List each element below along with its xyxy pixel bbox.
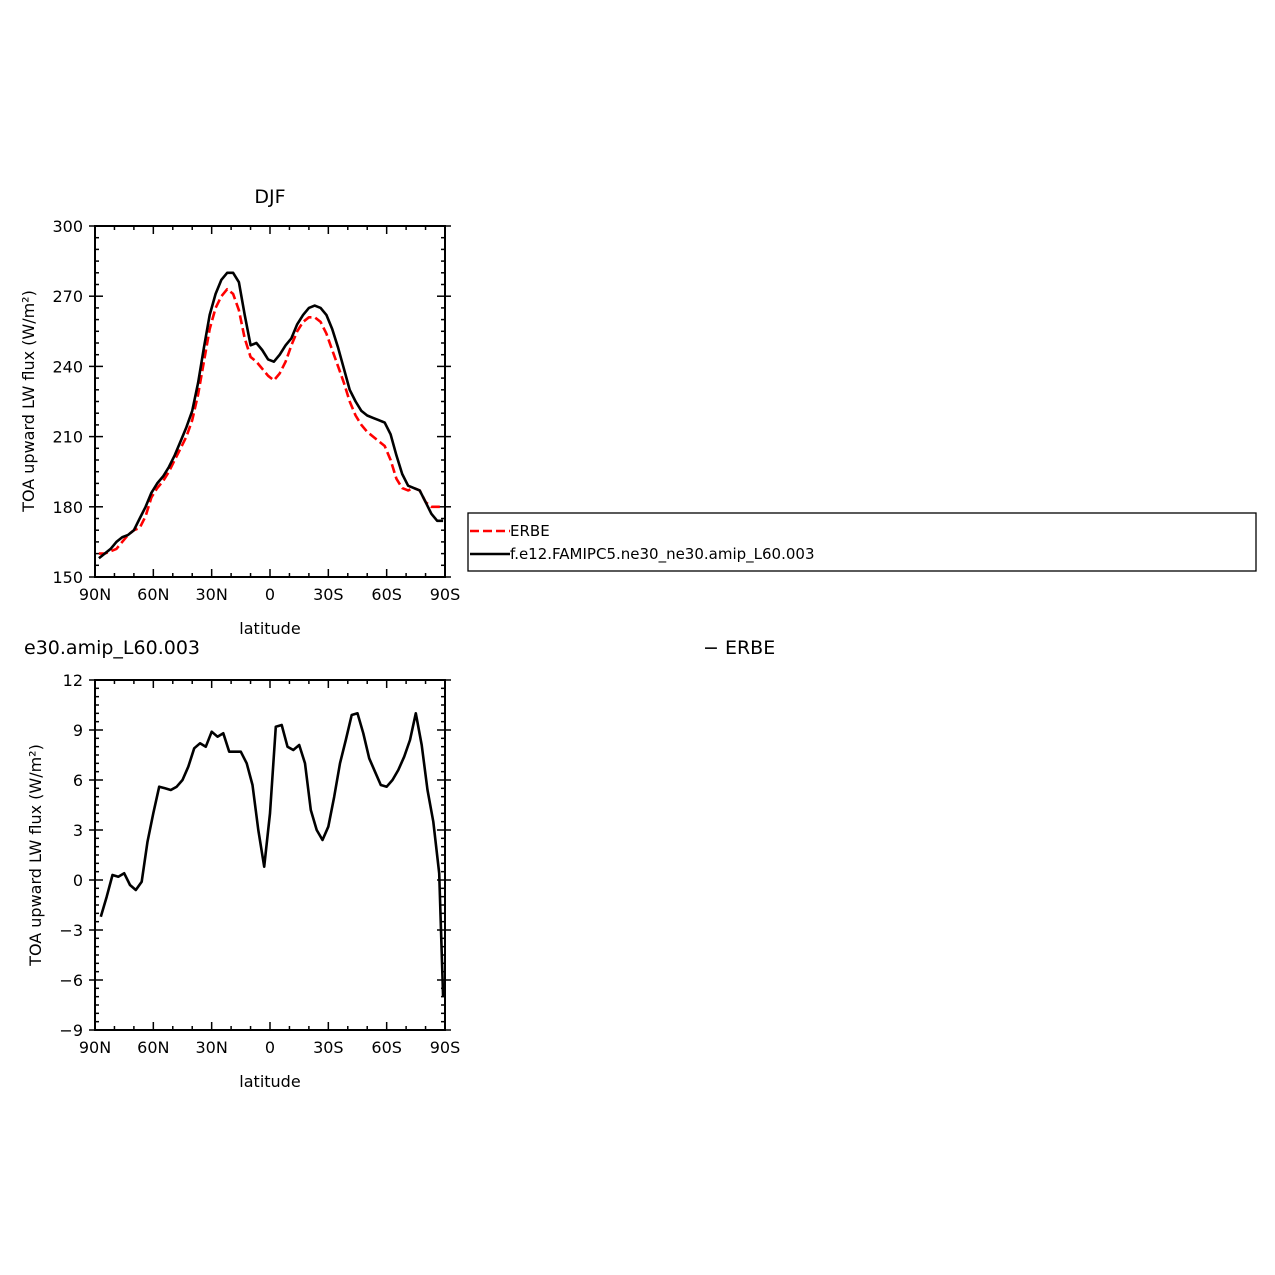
bottom-panel-title-right: − ERBE bbox=[703, 637, 775, 659]
x-tick-label: 30S bbox=[313, 585, 344, 604]
bottom-panel-title-left: e30.amip_L60.003 bbox=[24, 637, 200, 659]
x-tick-label: 60S bbox=[371, 585, 402, 604]
x-tick-label: 30S bbox=[313, 1038, 344, 1057]
top-panel: DJF 90N 60N 30N 0 30S 60S 90S 150 180 210 240 270 30… bbox=[19, 186, 460, 638]
x-tick-label: 90N bbox=[79, 585, 111, 604]
y-tick-label: 0 bbox=[73, 871, 83, 890]
y-tick-label: 6 bbox=[73, 771, 83, 790]
x-tick-label: 90S bbox=[430, 1038, 461, 1057]
top-y-axis-label: TOA upward LW flux (W/m²) bbox=[19, 290, 38, 513]
series-line-0 bbox=[98, 287, 444, 555]
top-plot-area: 90N 60N 30N 0 30S 60S 90S 150 180 210 240 270 300 bbox=[52, 217, 460, 604]
x-tick-label: 90N bbox=[79, 1038, 111, 1057]
x-tick-label: 30N bbox=[196, 1038, 228, 1057]
y-tick-label: 270 bbox=[52, 287, 83, 306]
legend-label-erbe: ERBE bbox=[510, 522, 550, 540]
legend: ERBE f.e12.FAMIPC5.ne30_ne30.amip_L60.00… bbox=[467, 512, 1257, 572]
plot-frame bbox=[94, 679, 446, 1031]
bottom-y-axis-label: TOA upward LW flux (W/m²) bbox=[26, 744, 45, 967]
x-tick-label: 90S bbox=[430, 585, 461, 604]
y-tick-label: 9 bbox=[73, 721, 83, 740]
y-tick-label: 300 bbox=[52, 217, 83, 236]
bottom-plot-area: 90N 60N 30N 0 30S 60S 90S −9 −6 −3 0 3 6 9 12 bbox=[59, 671, 460, 1057]
y-tick-label: 210 bbox=[52, 428, 83, 447]
y-tick-label: 12 bbox=[63, 671, 83, 690]
series-line-0 bbox=[99, 711, 445, 997]
x-tick-label: 0 bbox=[265, 1038, 275, 1057]
y-tick-label: −9 bbox=[59, 1021, 83, 1040]
top-panel-title: DJF bbox=[254, 186, 285, 208]
x-tick-label: 30N bbox=[196, 585, 228, 604]
legend-box bbox=[467, 512, 1257, 572]
x-tick-label: 60S bbox=[371, 1038, 402, 1057]
y-tick-label: 240 bbox=[52, 357, 83, 376]
y-tick-label: −3 bbox=[59, 921, 83, 940]
top-x-axis-label: latitude bbox=[239, 619, 300, 638]
y-tick-label: 3 bbox=[73, 821, 83, 840]
y-tick-label: 180 bbox=[52, 498, 83, 517]
bottom-panel: e30.amip_L60.003 − ERBE 90N 60N 30N 0 30S 60S… bbox=[24, 637, 775, 1091]
y-tick-label: −6 bbox=[59, 971, 83, 990]
y-tick-label: 150 bbox=[52, 568, 83, 587]
plot-frame bbox=[94, 225, 446, 578]
x-tick-label: 60N bbox=[137, 1038, 169, 1057]
x-tick-label: 60N bbox=[137, 585, 169, 604]
x-tick-label: 0 bbox=[265, 585, 275, 604]
legend-label-model: f.e12.FAMIPC5.ne30_ne30.amip_L60.003 bbox=[510, 545, 815, 564]
bottom-x-axis-label: latitude bbox=[239, 1072, 300, 1091]
series-line-1 bbox=[98, 271, 444, 560]
